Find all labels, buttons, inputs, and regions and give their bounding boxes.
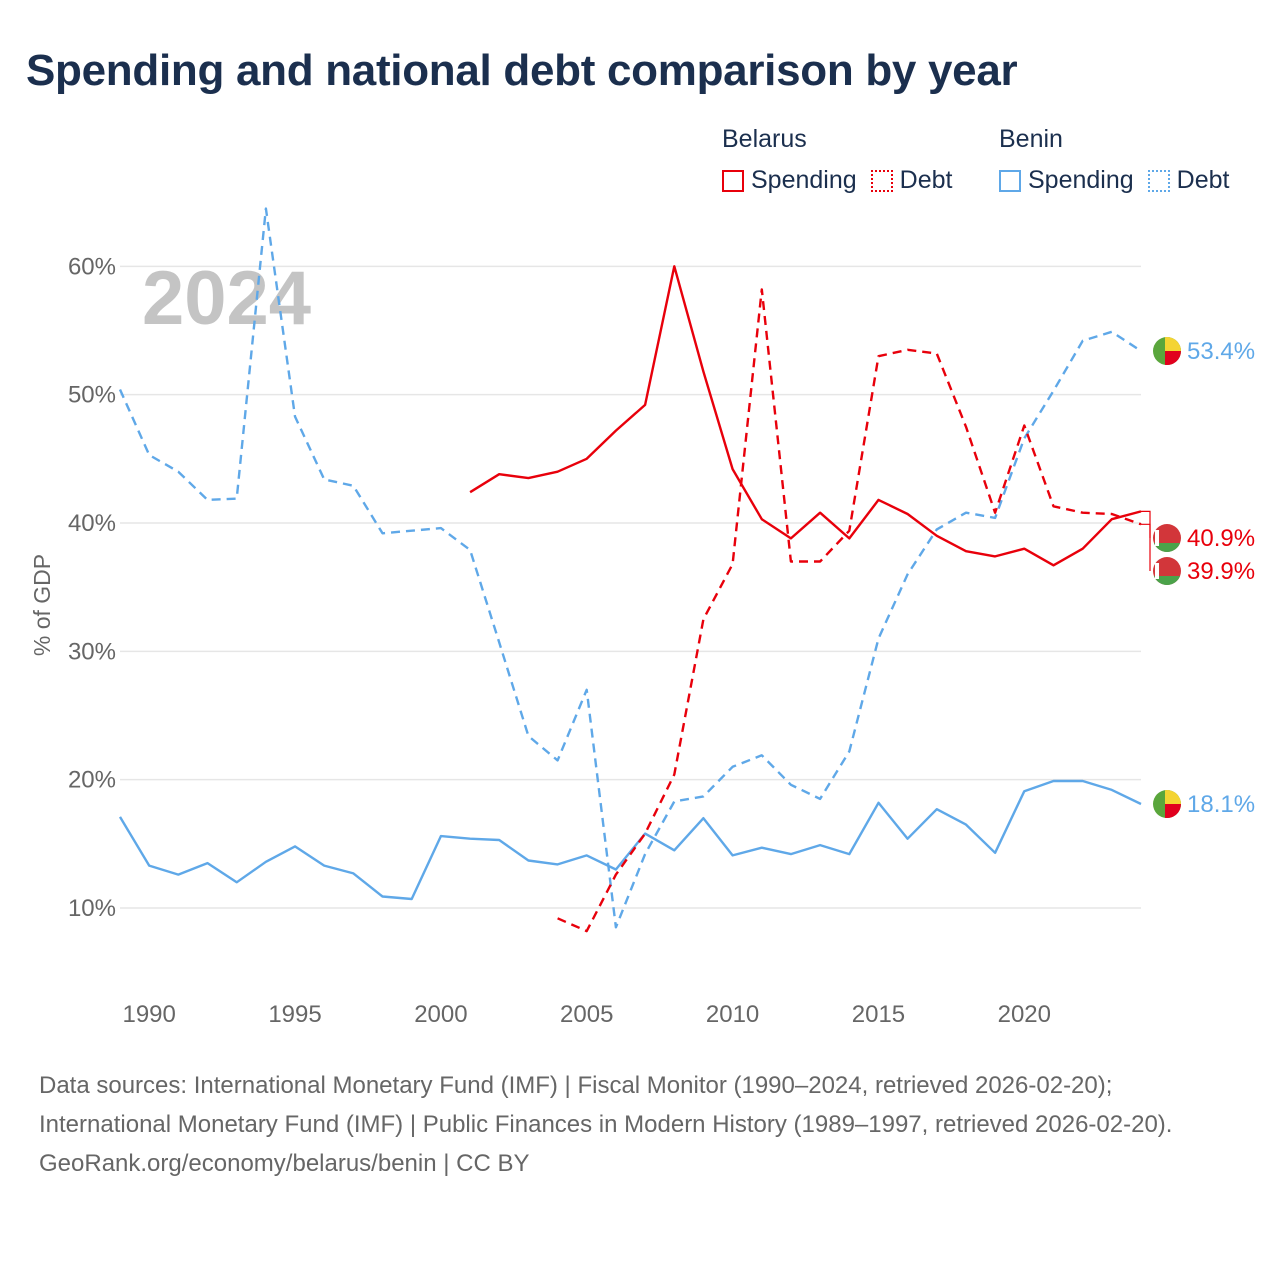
line-chart: 10% 20% 30% 40% 50% 60% 1990 1995 2000 2005 2010 20… (29, 207, 1255, 1028)
chart-title: Spending and national debt comparison by… (26, 46, 1018, 95)
dotted-line-swatch-icon (1147, 169, 1170, 192)
flag-part (1165, 351, 1181, 366)
flag-part (1155, 530, 1159, 546)
x-tick-label: 2020 (998, 1001, 1051, 1028)
flag-part (1155, 563, 1159, 579)
flag-part (1153, 576, 1181, 586)
x-tick-label: 2000 (414, 1001, 467, 1028)
x-tick-label: 2005 (560, 1001, 613, 1028)
flag-part (1153, 543, 1181, 553)
dotted-line-swatch-icon (870, 169, 893, 192)
footer: Data sources: International Monetary Fun… (39, 1066, 1239, 1183)
benin-flag-icon (1153, 337, 1181, 366)
credit-link[interactable]: GeoRank.org/economy/belarus/benin | CC B… (39, 1150, 530, 1177)
y-tick-label: 30% (68, 638, 116, 665)
legend-group-label: Benin (999, 125, 1063, 153)
solid-line-swatch-icon (722, 169, 744, 192)
legend-item-belarus-debt[interactable]: Debt (870, 166, 953, 195)
belarus-debt-line (557, 288, 1142, 933)
y-tick-label: 50% (68, 382, 116, 409)
y-tick-label: 60% (68, 253, 116, 280)
legend-item-label: Spending (751, 166, 857, 194)
year-watermark: 2024 (142, 256, 311, 341)
belarus-spending-line (469, 265, 1142, 567)
legend-item-label: Debt (899, 166, 953, 194)
benin-spending-line (118, 779, 1142, 901)
y-axis-title: % of GDP (29, 554, 55, 656)
y-tick-label: 40% (68, 510, 116, 537)
end-value-label: 39.9% (1187, 558, 1255, 585)
belarus-flag-icon (1153, 524, 1181, 553)
y-tick-label: 20% (68, 767, 116, 794)
flag-part (1165, 337, 1181, 352)
x-tick-label: 1990 (122, 1001, 175, 1028)
legend-group-belarus: Belarus Spending Debt (722, 124, 966, 195)
x-tick-label: 2010 (706, 1001, 759, 1028)
x-tick-label: 1995 (268, 1001, 321, 1028)
flag-part (1165, 790, 1181, 805)
legend-item-label: Debt (1176, 166, 1230, 194)
data-sources-note: Data sources: International Monetary Fun… (39, 1072, 1173, 1138)
legend-item-benin-spending[interactable]: Spending (999, 166, 1134, 195)
y-tick-label: 10% (68, 895, 116, 922)
legend-group-label: Belarus (722, 125, 807, 153)
end-value-label: 53.4% (1187, 338, 1255, 365)
belarus-flag-icon (1153, 557, 1181, 586)
x-tick-label: 2015 (852, 1001, 905, 1028)
solid-line-swatch-icon (999, 169, 1021, 192)
legend-group-benin: Benin Spending Debt (999, 124, 1243, 195)
legend-item-label: Spending (1028, 166, 1134, 194)
benin-flag-icon (1153, 790, 1181, 819)
flag-part (1165, 804, 1181, 819)
end-value-label: 18.1% (1187, 791, 1255, 818)
label-leader-line (1141, 523, 1151, 571)
end-value-label: 40.9% (1187, 525, 1255, 552)
legend-item-benin-debt[interactable]: Debt (1147, 166, 1230, 195)
legend-item-belarus-spending[interactable]: Spending (722, 166, 857, 195)
